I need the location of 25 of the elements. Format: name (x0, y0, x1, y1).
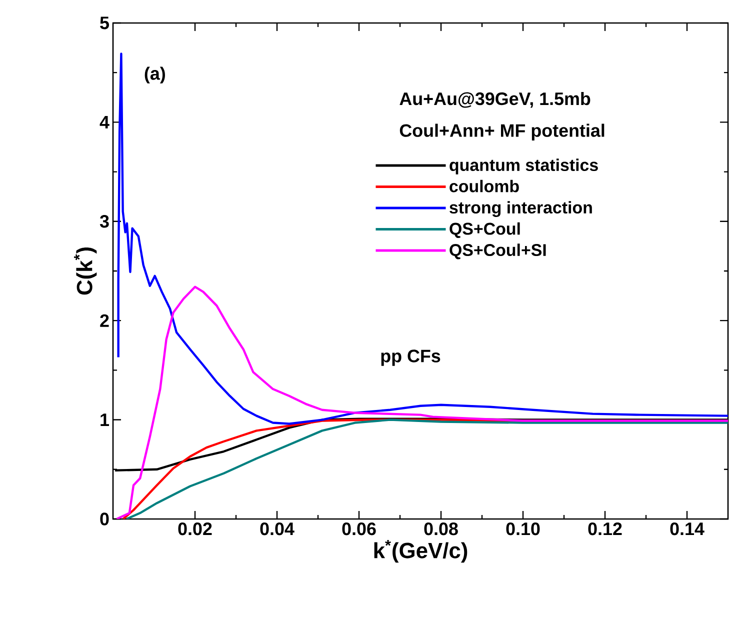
legend-label: coulomb (450, 180, 519, 192)
line-series (117, 52, 728, 425)
x-tick-label: 0.10 (506, 522, 540, 536)
y-tick-label: 5 (100, 16, 109, 30)
annotation: pp CFs (381, 350, 440, 366)
y-axis-title: C(k$^{*}$) (74, 248, 97, 295)
y-tick-label: 4 (100, 116, 110, 128)
y-tick-label: 0 (100, 512, 109, 526)
y-tick-label: 3 (100, 215, 109, 228)
annotation: (a) (144, 66, 165, 84)
x-tick-label: 0.02 (178, 522, 212, 536)
legend-label: QS+Coul (450, 222, 520, 238)
x-axis-title: k$^{*}$(GeV/c) (374, 540, 468, 563)
x-tick-label: 0.06 (342, 522, 376, 536)
legend-label: strong interaction (450, 201, 592, 217)
x-tick-label: 0.08 (424, 522, 458, 536)
legend-label: quantum statistics (450, 158, 598, 174)
y-tick-label: 2 (100, 314, 109, 327)
legend-label: QS+Coul+SI (450, 244, 546, 260)
y-tick-label: 1 (100, 414, 109, 426)
x-tick-label: 0.12 (588, 522, 622, 536)
annotation: Coul+Ann+ MF potential (400, 124, 604, 140)
x-tick-label: 0.14 (670, 522, 704, 536)
annotation: Au+Au@39GeV, 1.5mb (400, 92, 590, 108)
x-tick-label: 0.04 (260, 522, 294, 536)
